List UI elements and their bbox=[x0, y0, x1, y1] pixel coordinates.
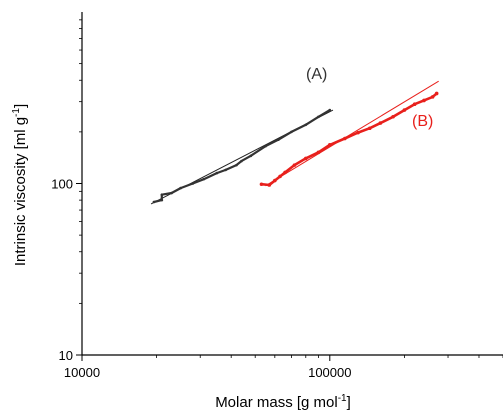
data-point-a bbox=[317, 115, 320, 119]
data-point-a bbox=[328, 108, 332, 112]
data-point-a bbox=[249, 154, 253, 158]
data-point-b bbox=[273, 178, 277, 183]
data-point-a bbox=[264, 144, 267, 148]
data-point-b bbox=[434, 91, 439, 96]
data-point-a bbox=[202, 177, 206, 181]
data-point-b bbox=[327, 143, 332, 147]
fit-line-b bbox=[265, 80, 439, 187]
y-tick-label: 10 bbox=[59, 348, 73, 363]
data-point-b bbox=[343, 136, 347, 141]
data-point-b bbox=[356, 130, 360, 135]
data-point-b bbox=[422, 98, 426, 103]
data-points bbox=[152, 91, 439, 204]
data-point-a bbox=[170, 191, 173, 195]
y-axis-title: Intrinsic viscosity [ml g-1] bbox=[11, 104, 29, 266]
data-point-a bbox=[152, 200, 156, 204]
data-point-a bbox=[240, 159, 243, 163]
data-point-b bbox=[292, 163, 297, 167]
series-label-a: (A) bbox=[306, 66, 327, 83]
x-tick-label: 10000 bbox=[64, 365, 100, 380]
data-point-b bbox=[316, 150, 321, 155]
data-point-a bbox=[191, 182, 195, 185]
data-point-a bbox=[277, 138, 280, 142]
data-point-b bbox=[378, 121, 383, 125]
fit-lines bbox=[150, 80, 439, 205]
data-point-a bbox=[224, 168, 227, 172]
data-point-b bbox=[367, 126, 372, 131]
data-point-b bbox=[278, 174, 282, 179]
data-point-b bbox=[412, 102, 417, 106]
data-point-b bbox=[391, 114, 395, 119]
data-point-a bbox=[160, 198, 164, 202]
data-point-b bbox=[259, 182, 264, 187]
series-label-b: (B) bbox=[412, 113, 433, 130]
y-tick-label: 100 bbox=[51, 177, 73, 192]
data-point-b bbox=[303, 156, 308, 161]
data-point-a bbox=[215, 171, 219, 175]
data-point-b bbox=[267, 183, 272, 187]
data-point-b bbox=[430, 95, 435, 99]
data-point-b bbox=[283, 170, 287, 175]
data-point-a bbox=[235, 163, 238, 167]
data-point-b bbox=[402, 108, 407, 112]
x-axis-title: Molar mass [g mol-1] bbox=[215, 393, 351, 411]
series-line-a bbox=[153, 109, 331, 204]
data-point-a bbox=[304, 123, 308, 127]
x-tick-label: 100000 bbox=[308, 365, 351, 380]
series-line-b bbox=[261, 92, 438, 187]
data-point-a bbox=[160, 193, 164, 197]
axes: 10000 100000 10 100 bbox=[51, 12, 503, 380]
data-point-a bbox=[179, 186, 182, 190]
data-point-a bbox=[290, 130, 293, 134]
